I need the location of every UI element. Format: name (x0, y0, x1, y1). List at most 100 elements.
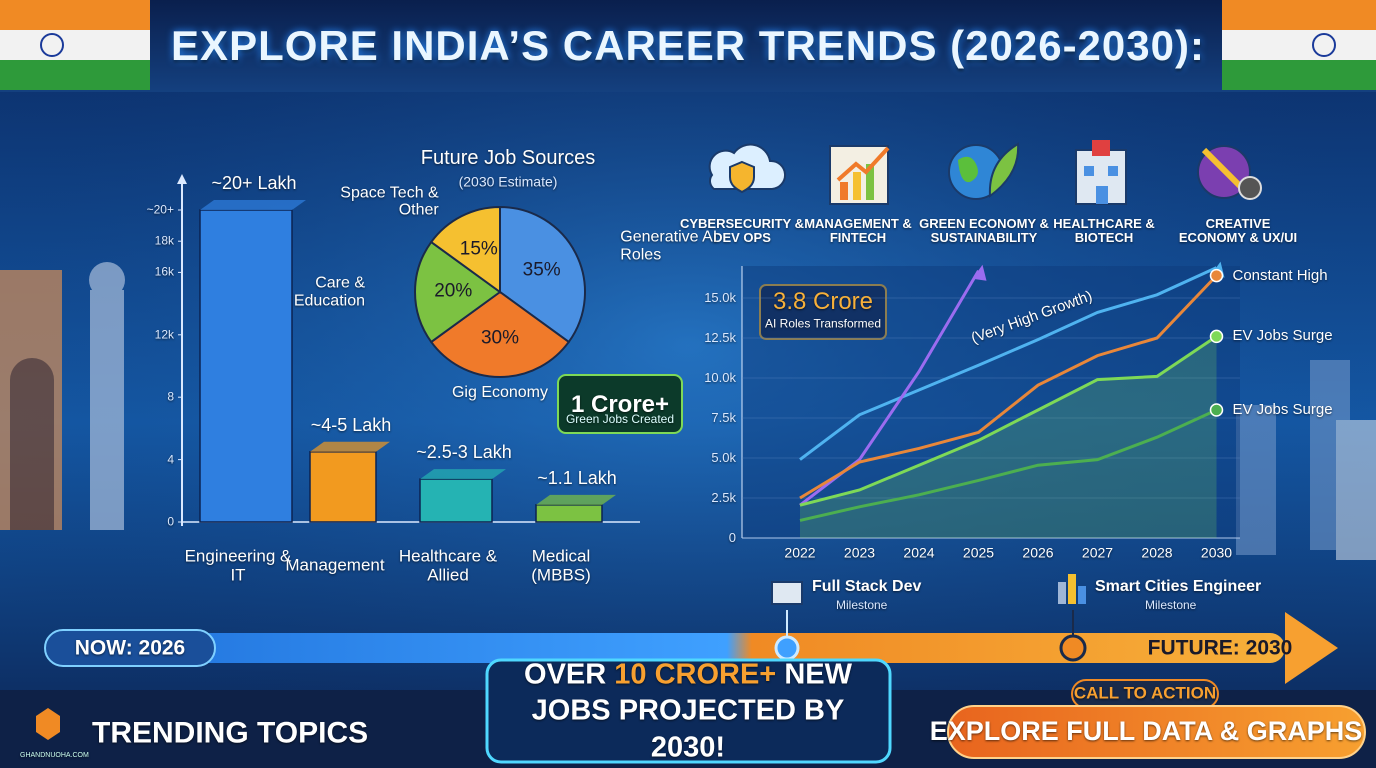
logo-icon (36, 708, 60, 740)
y-tick-label: 18k (154, 233, 174, 248)
y-axis-arrow (177, 174, 187, 184)
end-point (1209, 268, 1224, 283)
chart-title: Future Job Sources (420, 147, 596, 169)
x-tick-label: Healthcare & Allied (398, 546, 498, 584)
data-label: 15% (459, 238, 498, 260)
y-tick-label: 8 (167, 389, 174, 404)
x-tick-label: Engineering & IT (184, 546, 292, 584)
line (799, 270, 980, 507)
x-tick-label: 2026 (1022, 544, 1054, 561)
y-tick-label: 12k (154, 327, 174, 342)
flag-left (0, 0, 150, 90)
buildings-right (1236, 360, 1376, 560)
y-tick-label: 0 (728, 529, 736, 545)
y-tick-label: 12.5k (704, 329, 736, 345)
headline-part: PROJECTED BY 2030! (618, 694, 845, 764)
data-label: 30% (480, 327, 520, 349)
headline-part: OVER (524, 658, 607, 691)
y-tick-label: 16k (154, 264, 174, 279)
bar (535, 504, 603, 523)
arrow-head (972, 264, 987, 281)
x-tick-label: 2030 (1200, 544, 1233, 561)
plot-area (742, 266, 1240, 538)
pie-slice (429, 290, 571, 378)
topic: GREEN ECONOMY & SUSTAINABILITY (919, 216, 1049, 246)
headline-box (485, 658, 892, 764)
data-label: 35% (522, 259, 561, 281)
area (800, 336, 1217, 538)
milestone-label: Milestone (836, 598, 888, 612)
topic-icons (708, 140, 1262, 205)
line (799, 274, 1218, 500)
x-tick-label: Medical (MBBS) (531, 546, 591, 584)
series-label: EV Jobs Surge (1232, 400, 1333, 418)
pie-slice (429, 205, 501, 294)
x-tick-label: 2025 (962, 544, 995, 561)
bar-top (310, 441, 390, 452)
category-label: Gig Economy (451, 384, 549, 402)
page-title: EXPLORE INDIA’S CAREER TRENDS (2026-2030… (171, 21, 1205, 69)
series-label: Constant High (1232, 266, 1328, 284)
topic: MANAGEMENT & FINTECH (804, 216, 912, 246)
series-label: EV Jobs Surge (1232, 327, 1333, 345)
line (799, 408, 1218, 522)
topic: HEALTHCARE & BIOTECH (1053, 216, 1155, 246)
y-tick-label: 5.0k (711, 449, 736, 465)
y-tick-label: ~20+ (146, 202, 174, 217)
chart-subtitle: (2030 Estimate) (458, 173, 558, 190)
callout-title: 1 Crore+ (570, 391, 670, 418)
y-tick-label: 0 (167, 514, 174, 529)
pie-slice (499, 205, 586, 344)
line (799, 335, 1218, 507)
topic: CREATIVE ECONOMY & UX/UI (1178, 216, 1298, 246)
footer-section: TRENDING TOPICS (92, 716, 369, 750)
end-point (1209, 403, 1224, 417)
x-tick-label: 2022 (784, 544, 816, 561)
x-tick-label: 2024 (903, 544, 935, 561)
callout-text: Green Jobs Created (565, 412, 675, 426)
y-tick-label: 2.5k (711, 489, 736, 505)
annotation-title: 3.8 Crore (772, 287, 874, 315)
timeline-end: FUTURE: 2030 (1147, 636, 1293, 660)
category-label: Space Tech & Other (340, 184, 439, 219)
headline-highlight: 10 CRORE+ (614, 658, 777, 691)
annotation-box (759, 284, 887, 340)
x-tick-label: 2027 (1081, 544, 1114, 561)
milestone-label: Milestone (1145, 598, 1197, 612)
data-label: ~2.5-3 Lakh (416, 442, 512, 463)
category-label: Generative AI Roles (620, 228, 718, 264)
x-tick-label: 2028 (1141, 544, 1173, 561)
bar-top (200, 200, 306, 210)
bar-top (420, 469, 506, 480)
y-tick-label: 10.0k (704, 369, 736, 385)
milestone-title: Smart Cities Engineer (1095, 578, 1262, 595)
timeline-start: NOW: 2026 (74, 636, 186, 660)
bar (199, 209, 293, 523)
annotation-text: AI Roles Transformed (764, 316, 882, 331)
pie-slice (414, 240, 502, 344)
cta-text[interactable]: EXPLORE FULL DATA & GRAPHS (929, 716, 1363, 747)
y-tick-label: 7.5k (711, 409, 736, 425)
milestone-title: Full Stack Dev (812, 578, 922, 595)
headline: OVER 10 CRORE+ NEW JOBS PROJECTED BY 203… (493, 657, 883, 766)
bar (309, 451, 377, 523)
category-label: Care & Education (293, 274, 365, 309)
cta-label: CALL TO ACTION (1073, 683, 1217, 703)
headline-part: NEW JOBS (531, 658, 852, 727)
data-label: 20% (434, 280, 473, 302)
data-label: ~4-5 Lakh (310, 414, 392, 435)
cta-button[interactable] (947, 705, 1366, 759)
timeline (44, 574, 1338, 684)
callout-box (557, 374, 683, 434)
flag-right (1222, 0, 1376, 90)
y-tick-label: 15.0k (704, 289, 736, 305)
y-tick-label: 4 (167, 452, 174, 466)
logo-text: GHANDNUOHA.COM (20, 752, 89, 759)
x-tick-label: 2023 (843, 544, 876, 561)
topic: CYBERSECURITY & DEV OPS (679, 216, 804, 246)
line (799, 266, 1218, 461)
end-point (1209, 329, 1224, 344)
bar-top (536, 494, 616, 505)
